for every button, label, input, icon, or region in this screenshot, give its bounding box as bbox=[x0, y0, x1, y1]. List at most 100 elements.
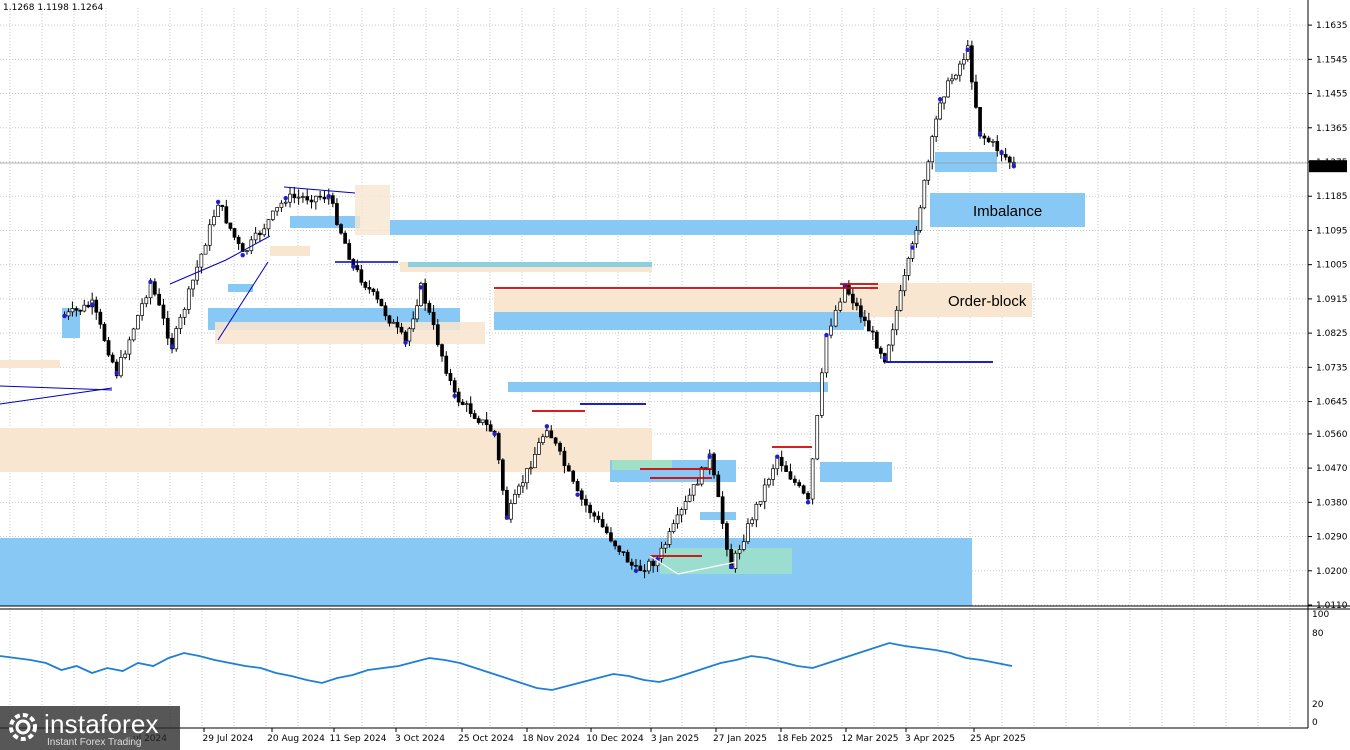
candle-body bbox=[253, 232, 258, 241]
candle-body bbox=[902, 275, 907, 292]
time-tick-label: 18 Feb 2025 bbox=[777, 734, 833, 744]
zone bbox=[700, 512, 736, 520]
candle-body bbox=[301, 196, 305, 198]
price-tick-label: 1.0200 bbox=[1316, 567, 1348, 577]
price-tick-label: 1.1455 bbox=[1316, 90, 1348, 100]
level-line bbox=[225, 235, 271, 261]
candle-body bbox=[488, 424, 493, 432]
candle-body bbox=[986, 137, 991, 143]
candle-body bbox=[970, 45, 974, 83]
swing-point bbox=[418, 285, 424, 290]
price-tick-label: 1.0825 bbox=[1316, 329, 1348, 339]
candle-body bbox=[638, 565, 643, 571]
zone bbox=[935, 152, 997, 172]
candle-body bbox=[938, 102, 942, 120]
candle-body bbox=[355, 265, 360, 271]
candle-body bbox=[387, 315, 392, 324]
candle-body bbox=[613, 540, 617, 547]
candle-body bbox=[448, 373, 453, 382]
candle-body bbox=[553, 437, 558, 444]
candle-body bbox=[86, 304, 91, 308]
ohlc-readout: 1.1268 1.1198 1.1264 bbox=[3, 3, 104, 13]
candle-body bbox=[642, 570, 647, 572]
candle-body bbox=[792, 478, 797, 483]
candle-body bbox=[934, 118, 939, 138]
level-line bbox=[217, 261, 269, 341]
candle-body bbox=[78, 309, 83, 312]
candle-body bbox=[343, 232, 347, 244]
zone bbox=[494, 290, 874, 314]
candle-body bbox=[575, 481, 580, 492]
swing-point bbox=[351, 264, 356, 269]
price-tick-label: 1.1005 bbox=[1316, 261, 1348, 271]
candle-body bbox=[119, 357, 123, 377]
candle-body bbox=[216, 204, 220, 218]
time-tick-label: 29 Jul 2024 bbox=[203, 734, 254, 744]
candle-body bbox=[419, 282, 423, 307]
candle-body bbox=[961, 59, 966, 65]
candle-body bbox=[894, 309, 899, 331]
zone bbox=[408, 262, 652, 267]
imbalance-label: Imbalance bbox=[973, 203, 1042, 220]
candle-body bbox=[746, 523, 750, 542]
candle-body bbox=[403, 331, 408, 342]
candle-body bbox=[537, 442, 541, 455]
price-tick-label: 1.1365 bbox=[1316, 124, 1348, 134]
candle-body bbox=[203, 244, 208, 255]
candle-body bbox=[415, 305, 419, 320]
candle-body bbox=[148, 281, 153, 299]
candle-body bbox=[500, 459, 505, 491]
candle-body bbox=[178, 316, 183, 329]
candle-body bbox=[379, 298, 384, 307]
time-tick-label: 20 Aug 2024 bbox=[267, 734, 325, 744]
swing-point bbox=[326, 194, 331, 199]
candle-body bbox=[94, 299, 99, 313]
candle-body bbox=[978, 107, 982, 137]
candle-body bbox=[824, 334, 829, 374]
candle-body bbox=[942, 96, 946, 104]
swing-points bbox=[62, 47, 1017, 573]
candle-body bbox=[270, 210, 275, 220]
candle-body bbox=[592, 512, 597, 517]
candle-body bbox=[484, 419, 489, 426]
zone bbox=[228, 284, 253, 292]
candle-body bbox=[579, 490, 584, 500]
candle-body bbox=[906, 257, 911, 276]
candle-body bbox=[279, 202, 284, 208]
zone bbox=[612, 460, 672, 470]
candle-body bbox=[815, 415, 820, 460]
swing-point bbox=[283, 195, 288, 201]
candle-body bbox=[66, 311, 71, 317]
candle-body bbox=[452, 380, 457, 393]
zone bbox=[390, 220, 920, 235]
grid bbox=[0, 8, 1308, 728]
swing-point bbox=[114, 370, 119, 376]
candle-body bbox=[866, 320, 871, 332]
time-tick-label: 3 Jan 2025 bbox=[651, 734, 699, 744]
candle-body bbox=[604, 526, 609, 534]
candle-body bbox=[509, 503, 513, 520]
candle-body bbox=[829, 325, 833, 336]
candle-body bbox=[596, 515, 601, 520]
candle-body bbox=[910, 243, 915, 259]
candle-body bbox=[982, 135, 987, 139]
candle-body bbox=[513, 493, 517, 504]
candle-body bbox=[634, 564, 638, 567]
candle-body bbox=[566, 465, 571, 472]
oscillator bbox=[0, 605, 1350, 691]
candle-body bbox=[741, 541, 746, 550]
candle-body bbox=[870, 330, 875, 333]
price-tick-label: 1.0735 bbox=[1316, 363, 1348, 373]
swing-point bbox=[999, 150, 1004, 155]
candle-body bbox=[232, 228, 237, 238]
candle-body bbox=[851, 293, 855, 304]
candle-body bbox=[617, 545, 622, 552]
candle-body bbox=[136, 315, 140, 330]
candle-body bbox=[131, 328, 136, 341]
candle-body bbox=[784, 465, 788, 472]
candle-body bbox=[779, 456, 784, 467]
candle-body bbox=[460, 401, 465, 405]
candle-body bbox=[165, 317, 170, 339]
candle-body bbox=[609, 532, 613, 542]
